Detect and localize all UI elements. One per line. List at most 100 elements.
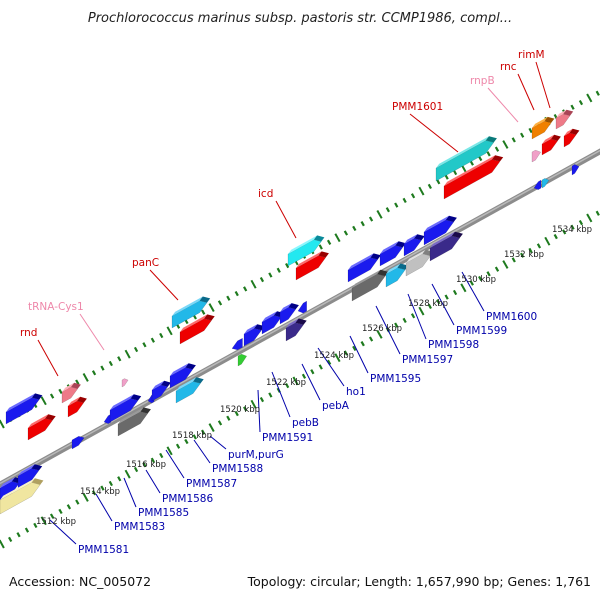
gene-arrow-top <box>444 155 496 186</box>
gene-arrow[interactable] <box>347 257 379 283</box>
gene-feature[interactable] <box>121 378 129 388</box>
gene-feature[interactable] <box>169 363 196 389</box>
gene-feature[interactable] <box>61 382 81 404</box>
gene-feature[interactable] <box>347 253 381 283</box>
gene-feature[interactable] <box>287 235 325 267</box>
gene-arrow[interactable] <box>405 253 431 277</box>
gene-label-panc[interactable]: panC <box>132 257 159 269</box>
gene-feature[interactable] <box>297 300 307 314</box>
gene-label-rnc[interactable]: rnc <box>500 61 517 73</box>
tick-mark <box>452 289 458 296</box>
gene-feature[interactable] <box>231 337 243 351</box>
gene-label-pebb[interactable]: pebB <box>292 417 319 429</box>
gene-label-pmm1600[interactable]: PMM1600 <box>486 311 537 323</box>
gene-arrow[interactable] <box>531 120 552 140</box>
gene-arrow[interactable] <box>531 149 542 163</box>
gene-feature[interactable] <box>17 464 43 489</box>
gene-feature[interactable] <box>555 109 574 130</box>
gene-label-pmm1601[interactable]: PMM1601 <box>392 101 443 113</box>
gene-arrow[interactable] <box>175 381 201 404</box>
gene-label-icd[interactable]: icd <box>258 188 273 200</box>
gene-arrow-top <box>0 477 16 488</box>
gene-arrow-top <box>352 269 381 288</box>
gene-arrow[interactable] <box>435 140 495 182</box>
gene-label-rnpb[interactable]: rnpB <box>470 75 495 87</box>
gene-feature[interactable] <box>533 179 542 190</box>
gene-feature[interactable] <box>531 149 542 163</box>
gene-label-rimm[interactable]: rimM <box>518 49 545 61</box>
gene-feature[interactable] <box>67 396 87 418</box>
gene-feature[interactable] <box>403 234 425 257</box>
gene-feature[interactable] <box>151 380 171 402</box>
gene-arrow[interactable] <box>67 400 85 418</box>
gene-arrow[interactable] <box>295 255 327 281</box>
gene-feature[interactable] <box>117 407 151 437</box>
gene-feature[interactable] <box>5 393 43 425</box>
gene-feature[interactable] <box>429 231 463 262</box>
gene-arrow[interactable] <box>533 179 542 190</box>
gene-arrow[interactable] <box>297 300 307 314</box>
gene-label-trna-cys1[interactable]: tRNA-Cys1 <box>28 301 84 313</box>
gene-arrow[interactable] <box>541 178 550 189</box>
gene-feature[interactable] <box>379 241 406 267</box>
gene-arrow[interactable] <box>351 273 386 302</box>
gene-label-pmm1587[interactable]: PMM1587 <box>186 478 237 490</box>
gene-label-pmm1591[interactable]: PMM1591 <box>262 432 313 444</box>
gene-arrow[interactable] <box>27 418 53 441</box>
gene-label-pmm1598[interactable]: PMM1598 <box>428 339 479 351</box>
gene-feature[interactable] <box>237 353 248 367</box>
gene-feature[interactable] <box>563 128 580 148</box>
gene-feature[interactable] <box>109 394 142 423</box>
gene-arrow[interactable] <box>403 238 422 257</box>
gene-feature[interactable] <box>405 249 434 277</box>
gene-feature[interactable] <box>531 116 555 140</box>
gene-feature[interactable] <box>541 178 550 189</box>
gene-label-pmm1599[interactable]: PMM1599 <box>456 325 507 337</box>
gene-label-pmm1583[interactable]: PMM1583 <box>114 521 165 533</box>
gene-label-pmm1581[interactable]: PMM1581 <box>78 544 129 556</box>
gene-feature[interactable] <box>435 136 497 182</box>
gene-arrow[interactable] <box>237 353 248 367</box>
gene-label-pmm1586[interactable]: PMM1586 <box>162 493 213 505</box>
gene-label-pmm1597[interactable]: PMM1597 <box>402 354 453 366</box>
gene-arrow[interactable] <box>571 164 580 176</box>
gene-feature[interactable] <box>285 318 307 342</box>
gene-arrow[interactable] <box>121 378 129 388</box>
gene-feature[interactable] <box>279 303 299 325</box>
gene-label-peba[interactable]: pebA <box>322 400 350 412</box>
gene-feature[interactable] <box>179 314 215 345</box>
gene-feature[interactable] <box>295 251 329 281</box>
gene-feature[interactable] <box>423 215 457 246</box>
gene-feature[interactable] <box>571 164 580 176</box>
gene-feature[interactable] <box>175 377 204 404</box>
tick-mark <box>528 247 533 254</box>
gene-label-purm-purg[interactable]: purM,purG <box>228 449 284 461</box>
gene-label-rnd[interactable]: rnd <box>20 327 37 339</box>
tick-mark <box>117 356 122 362</box>
gene-arrow[interactable] <box>71 436 85 450</box>
gene-feature[interactable] <box>261 311 285 335</box>
gene-feature[interactable] <box>71 436 85 450</box>
gene-feature[interactable] <box>171 296 211 329</box>
gene-arrow[interactable] <box>231 337 243 351</box>
label-leader-line <box>49 519 77 545</box>
gene-arrow[interactable] <box>261 315 282 335</box>
gene-feature[interactable] <box>443 155 504 200</box>
gene-feature[interactable] <box>0 478 44 515</box>
gene-arrow[interactable] <box>179 318 212 345</box>
tick-mark <box>376 210 383 219</box>
gene-arrow-top <box>556 109 567 118</box>
gene-arrow[interactable] <box>563 132 577 148</box>
gene-label-pmm1595[interactable]: PMM1595 <box>370 373 421 385</box>
gene-feature[interactable] <box>27 414 56 441</box>
gene-label-pmm1585[interactable]: PMM1585 <box>138 507 189 519</box>
gene-feature[interactable] <box>351 269 389 302</box>
gene-feature[interactable] <box>541 134 561 156</box>
gene-arrow[interactable] <box>117 411 149 437</box>
gene-arrow[interactable] <box>151 384 169 402</box>
gene-label-ho1[interactable]: ho1 <box>346 386 366 398</box>
gene-feature[interactable] <box>385 263 409 288</box>
gene-arrow[interactable] <box>61 386 79 404</box>
gene-label-pmm1588[interactable]: PMM1588 <box>212 463 263 475</box>
tick-mark <box>502 260 509 269</box>
